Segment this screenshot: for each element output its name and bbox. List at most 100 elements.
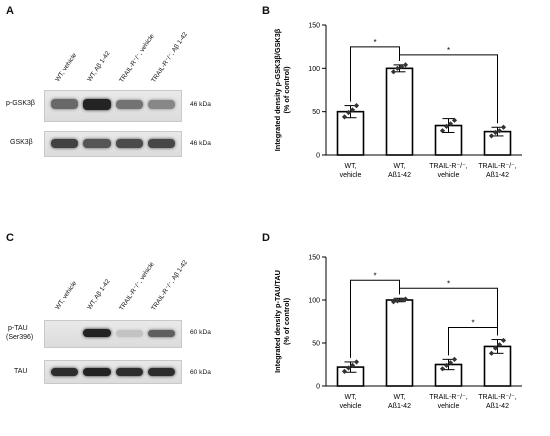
blot-band	[148, 100, 175, 109]
significance-bracket	[399, 287, 498, 336]
y-tick-label: 0	[316, 384, 320, 391]
data-point	[353, 103, 360, 109]
category-label: WT,	[393, 394, 405, 401]
data-point	[345, 365, 352, 371]
category-label: TRAIL-R⁻/⁻,	[429, 394, 468, 401]
blot-band	[148, 139, 175, 148]
significance-star: *	[447, 46, 450, 55]
panel-letter-a: A	[6, 5, 14, 17]
data-point	[443, 123, 450, 129]
data-point	[341, 114, 348, 120]
blot-membrane	[44, 360, 182, 384]
data-point	[447, 121, 454, 127]
lane-label: WT, Aβ 1-42	[86, 278, 112, 311]
category-label: Aß1-42	[388, 403, 411, 410]
data-point	[439, 366, 446, 372]
significance-star: *	[373, 271, 376, 280]
blot-band	[51, 99, 78, 109]
y-tick-label: 100	[308, 66, 320, 73]
y-tick-label: 150	[308, 255, 320, 262]
category-label: TRAIL-R⁻/⁻,	[429, 163, 468, 170]
y-axis-title: Integrated density p-GSK3β/GSK3β	[273, 28, 282, 151]
data-point	[488, 133, 495, 139]
western-blot-a: WT, vehicle WT, Aβ 1-42 TRAIL-R⁻/⁻, vehi…	[0, 0, 262, 215]
bar-chart-d: 0 50 100 150 Integrated density p-TAU/TAU (% …	[273, 255, 522, 410]
category-label: vehicle	[340, 172, 362, 179]
data-point	[394, 298, 401, 304]
data-point	[451, 356, 458, 362]
significance-bracket	[350, 46, 400, 102]
blot-band	[83, 99, 111, 110]
data-point	[500, 124, 507, 130]
row-label: p-GSK3β	[6, 100, 35, 107]
category-label: TRAIL-R⁻/⁻,	[478, 394, 517, 401]
kda-label: 46 kDa	[190, 140, 211, 147]
blot-membrane	[44, 131, 182, 157]
data-point	[443, 362, 450, 368]
lane-label: WT, vehicle	[54, 279, 79, 311]
y-tick-label: 50	[312, 341, 320, 348]
lane-label: WT, vehicle	[54, 51, 79, 83]
data-point	[496, 128, 503, 134]
y-tick-label: 50	[312, 109, 320, 116]
bar-chart-b: 0 50 100 150 Integrated density p-GSK3β/GSK3…	[273, 23, 522, 179]
lane-label: WT, Aβ 1-42	[86, 50, 112, 83]
panel-letter-d: D	[262, 232, 270, 244]
data-point	[398, 64, 405, 70]
data-point	[496, 342, 503, 348]
data-point	[345, 109, 352, 116]
data-point	[447, 360, 454, 366]
category-label: Aß1-42	[486, 172, 509, 179]
data-point	[439, 128, 446, 134]
y-axis-title: (% of control)	[282, 66, 291, 114]
blot-band	[83, 139, 111, 148]
y-axis-title: (% of control)	[282, 297, 291, 345]
lane-label: TRAIL-R⁻/⁻, Aβ 1-42	[150, 259, 190, 312]
data-point	[390, 69, 397, 75]
western-blot-c: WT, vehicle WT, Aβ 1-42 TRAIL-R⁻/⁻, vehi…	[0, 226, 262, 436]
data-point	[394, 65, 401, 71]
data-point	[390, 299, 397, 305]
kda-label: 60 kDa	[190, 369, 211, 376]
category-label: vehicle	[438, 172, 460, 179]
kda-label: 60 kDa	[190, 329, 211, 336]
data-point	[488, 350, 495, 356]
lane-label: TRAIL-R⁻/⁻, Aβ 1-42	[150, 31, 190, 84]
significance-bracket	[399, 54, 498, 124]
blot-band	[148, 330, 175, 337]
blot-band	[116, 100, 143, 109]
category-label: vehicle	[438, 403, 460, 410]
data-point	[492, 129, 499, 136]
data-point	[349, 107, 356, 113]
blot-membrane	[44, 90, 182, 122]
data-point	[500, 337, 507, 344]
y-tick-label: 150	[308, 23, 320, 30]
data-point	[398, 297, 405, 303]
y-tick-label: 100	[308, 298, 320, 305]
y-tick-label: 0	[316, 153, 320, 160]
data-point	[402, 62, 409, 68]
category-label: vehicle	[340, 403, 362, 410]
significance-star: *	[447, 279, 450, 288]
significance-star: *	[373, 38, 376, 47]
category-label: WT,	[393, 163, 405, 170]
bar	[385, 299, 414, 387]
category-label: WT,	[344, 394, 356, 401]
panel-letter-b: B	[262, 5, 270, 17]
blot-band	[83, 329, 111, 337]
bar	[434, 124, 463, 156]
data-point	[402, 296, 409, 302]
blot-band	[116, 139, 143, 148]
panel-letter-c: C	[6, 232, 14, 244]
category-label: TRAIL-R⁻/⁻,	[478, 163, 517, 170]
bar	[385, 67, 414, 156]
data-point	[353, 359, 360, 365]
blot-band	[51, 368, 78, 376]
kda-label: 46 kDa	[190, 101, 211, 108]
row-label: TAU	[14, 368, 28, 375]
category-label: Aß1-42	[388, 172, 411, 179]
significance-bracket	[350, 279, 400, 358]
category-label: Aß1-42	[486, 403, 509, 410]
blot-band	[148, 368, 175, 376]
row-label: (Ser396)	[6, 334, 34, 341]
